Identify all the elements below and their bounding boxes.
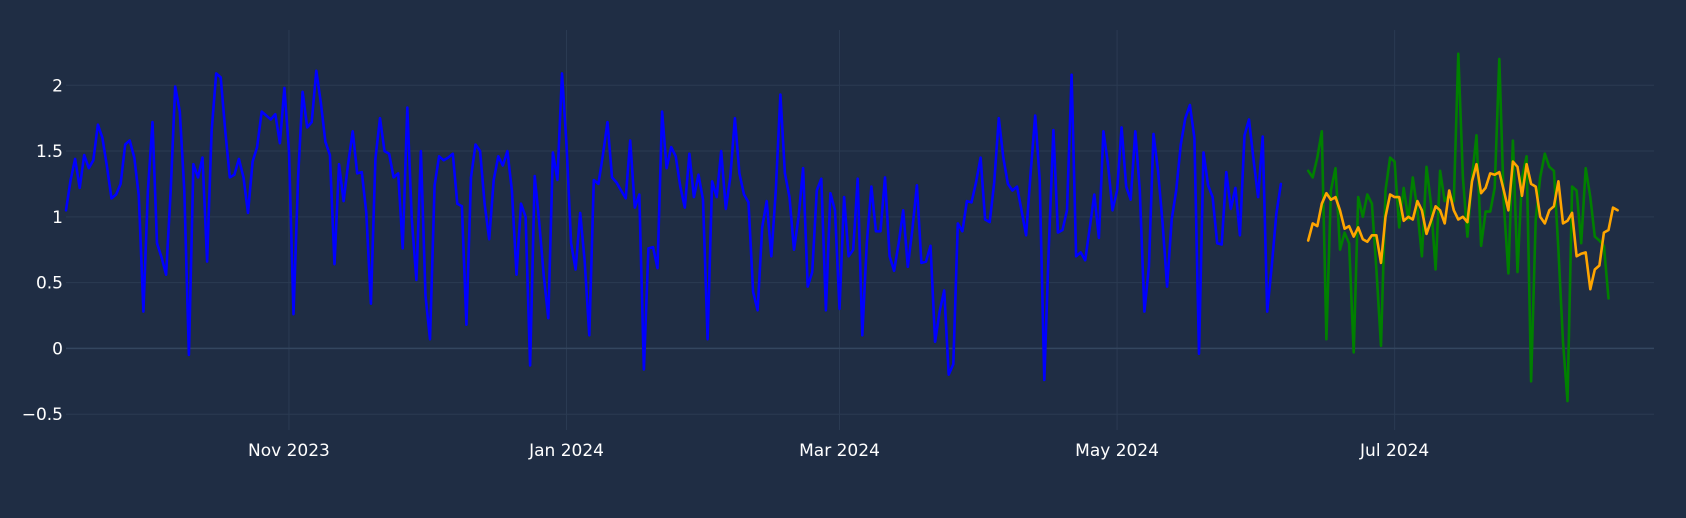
y-tick-label: 0.5: [36, 274, 63, 294]
y-axis-ticks: −0.5 0 0.5 1 1.5 2: [22, 76, 63, 425]
x-tick-label: Jul 2024: [1359, 441, 1429, 461]
series-line-0: [64, 69, 1283, 382]
y-tick-label: 1: [52, 208, 63, 228]
series-line-2: [1306, 160, 1619, 291]
x-axis-ticks: Nov 2023 Jan 2024 Mar 2024 May 2024 Jul 2024: [248, 441, 1429, 461]
y-tick-label: −0.5: [22, 405, 63, 425]
series-lines: [64, 52, 1619, 403]
y-tick-label: 0: [52, 339, 63, 359]
x-tick-label: Nov 2023: [248, 441, 330, 461]
x-tick-label: May 2024: [1075, 441, 1159, 461]
grid: [66, 30, 1654, 430]
y-tick-label: 2: [52, 76, 63, 96]
y-tick-label: 1.5: [36, 142, 63, 162]
x-tick-label: Jan 2024: [528, 441, 604, 461]
x-tick-label: Mar 2024: [799, 441, 880, 461]
series-line-1: [1306, 52, 1610, 403]
